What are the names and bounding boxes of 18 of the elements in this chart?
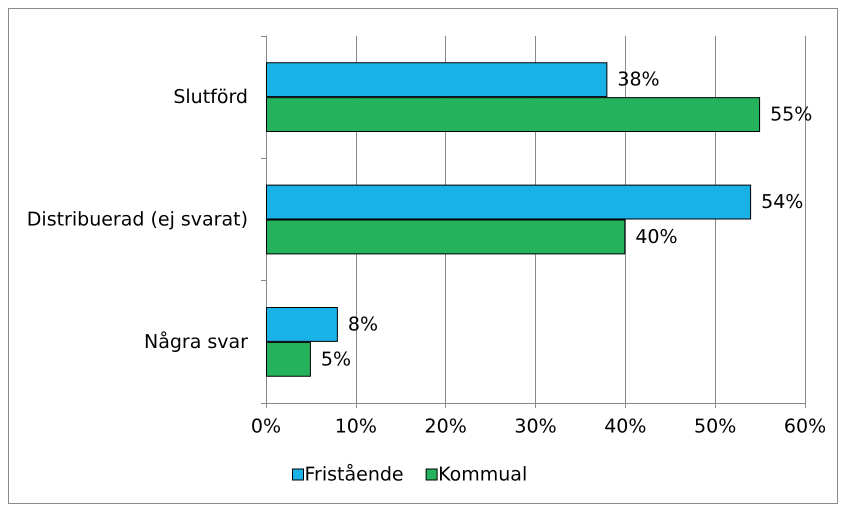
legend-label: Fristående [304,464,404,486]
y-tick-label: Slutförd [173,86,248,108]
data-label: 8% [348,313,378,336]
data-label: 38% [617,68,660,91]
y-tick-label: Några svar [144,330,248,353]
x-tick-label: 60% [784,416,826,438]
x-tick-label: 10% [334,416,377,438]
data-label: 5% [320,348,352,370]
data-label: 54% [761,191,804,214]
data-label: 55% [770,104,812,126]
x-tick-label: 40% [604,416,646,438]
x-tick-label: 30% [514,416,557,438]
x-tick-label: 0% [250,416,282,438]
x-tick-label: 50% [694,416,736,438]
x-tick-label: 20% [424,416,467,438]
data-label: 40% [635,226,678,248]
y-tick-label: Distribuerad (ej svarat) [26,208,248,230]
legend-label: Kommual [438,464,528,486]
